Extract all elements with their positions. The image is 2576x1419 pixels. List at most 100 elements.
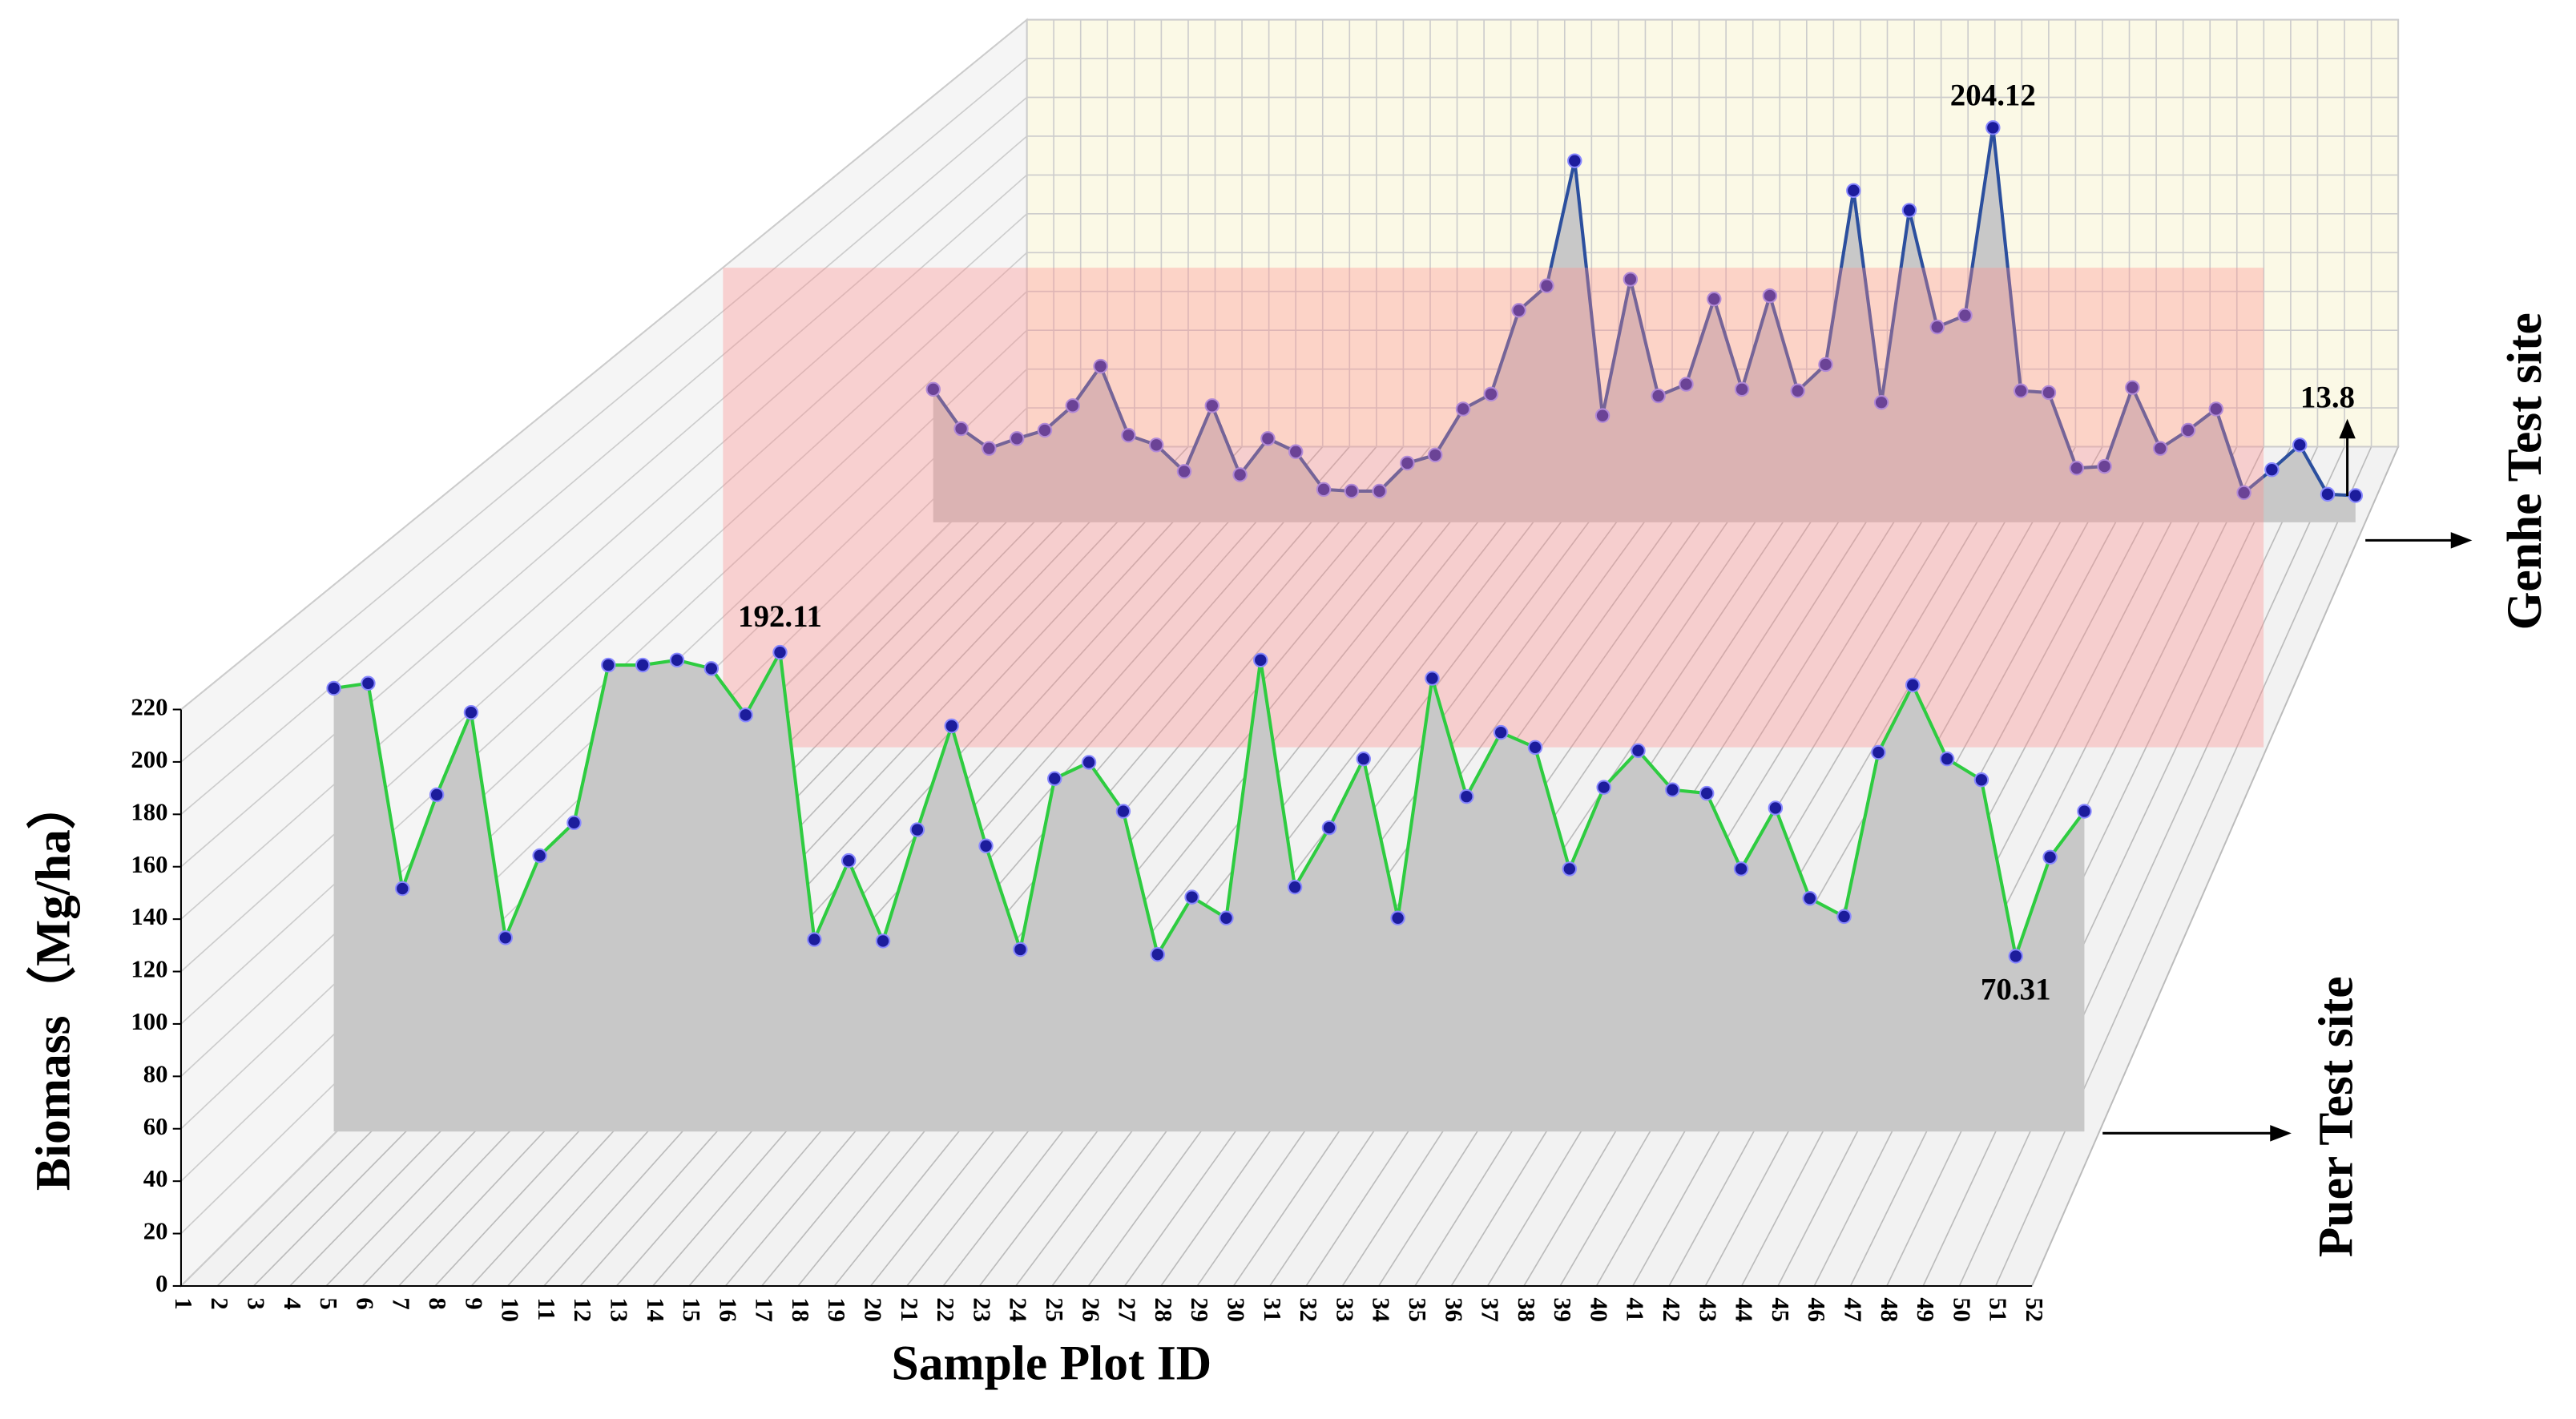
x-tick-label: 35	[1404, 1297, 1431, 1322]
marker	[1651, 388, 1666, 404]
x-tick-label: 30	[1222, 1297, 1249, 1322]
marker	[1115, 804, 1131, 819]
marker	[875, 933, 891, 949]
x-tick-label: 2	[206, 1297, 233, 1309]
marker	[2069, 461, 2084, 476]
y-tick-label: 120	[131, 956, 167, 983]
x-tick-label: 37	[1477, 1297, 1504, 1322]
marker	[1985, 120, 2001, 135]
floor-line	[652, 446, 1377, 1287]
y-tick-label: 100	[131, 1008, 167, 1035]
x-tick-label: 10	[497, 1297, 524, 1322]
marker	[1762, 288, 1778, 304]
floor-line	[1813, 446, 2238, 1287]
marker	[1037, 422, 1053, 438]
x-tick-label: 21	[896, 1297, 923, 1322]
x-tick-label: 15	[678, 1297, 705, 1322]
marker	[463, 704, 479, 720]
x-tick-label: 7	[388, 1297, 415, 1309]
marker	[953, 421, 969, 437]
marker	[1176, 464, 1192, 479]
floor-line	[470, 445, 1243, 1287]
marker	[1459, 788, 1474, 804]
x-tick-label: 31	[1259, 1297, 1286, 1322]
marker	[1733, 861, 1749, 877]
x-tick-label: 24	[1005, 1297, 1032, 1322]
x-tick-label: 32	[1295, 1297, 1322, 1322]
marker	[2041, 385, 2057, 401]
x-tick-label: 33	[1331, 1297, 1358, 1322]
arrow-head	[2450, 532, 2473, 549]
marker	[1768, 800, 1784, 816]
marker	[1400, 455, 1415, 471]
grid-line	[180, 213, 1028, 973]
marker	[669, 652, 685, 668]
marker	[1321, 820, 1337, 836]
marker	[326, 680, 341, 696]
x-tick-label: 52	[2021, 1297, 2048, 1322]
marker	[1081, 755, 1097, 770]
marker	[395, 881, 410, 897]
x-tick-label: 16	[714, 1297, 741, 1322]
marker	[2292, 437, 2308, 453]
x-tick-label: 3	[243, 1297, 270, 1309]
marker	[1455, 401, 1471, 417]
marker	[2320, 486, 2336, 502]
series-label: Genhe Test site	[2497, 312, 2552, 630]
marker	[2348, 488, 2364, 503]
floor-line	[1958, 446, 2345, 1287]
marker	[978, 838, 994, 854]
marker	[1260, 431, 1276, 446]
marker	[1846, 183, 1861, 199]
x-tick-label: 6	[351, 1297, 378, 1309]
marker	[1836, 909, 1852, 925]
marker	[2097, 458, 2112, 474]
x-tick-label: 22	[932, 1297, 959, 1322]
plot-area	[925, 120, 2364, 522]
marker	[1425, 671, 1440, 686]
marker	[703, 661, 720, 676]
floor-line	[1886, 446, 2292, 1287]
marker	[1567, 153, 1582, 168]
x-tick-label: 26	[1077, 1297, 1104, 1322]
x-tick-label: 18	[787, 1297, 814, 1322]
line	[333, 647, 2086, 963]
x-tick-label: 39	[1549, 1297, 1576, 1322]
x-tick-label: 23	[968, 1297, 995, 1322]
marker	[1204, 398, 1220, 413]
y-tick-label: 80	[143, 1060, 168, 1087]
floor-line	[1559, 446, 2050, 1287]
x-tick-label: 11	[533, 1297, 560, 1320]
x-tick-label: 49	[1912, 1297, 1939, 1322]
marker	[807, 932, 822, 947]
x-tick-label: 19	[823, 1297, 850, 1322]
marker	[1539, 278, 1554, 293]
grid-line	[180, 58, 1028, 763]
marker	[1390, 910, 1405, 925]
x-tick-label: 4	[279, 1297, 306, 1309]
marker	[1905, 677, 1921, 693]
marker	[1148, 437, 1164, 453]
marker	[1047, 771, 1062, 786]
marker	[1344, 483, 1360, 499]
marker	[566, 815, 582, 831]
marker	[361, 675, 376, 691]
y-tick-label: 60	[143, 1113, 168, 1140]
marker	[1790, 383, 1805, 398]
marker	[1121, 428, 1136, 443]
area	[333, 652, 2085, 1132]
marker	[2236, 485, 2251, 501]
marker	[429, 787, 445, 803]
y-tick-label: 140	[131, 903, 167, 930]
marker	[1596, 780, 1611, 795]
marker	[1873, 395, 1889, 410]
y-tick-label: 180	[131, 798, 167, 825]
marker	[772, 644, 788, 660]
x-axis-title: Sample Plot ID	[892, 1336, 1212, 1391]
marker	[532, 848, 547, 864]
marker	[1939, 751, 1955, 767]
marker	[2264, 462, 2280, 478]
data-label: 13.8	[2300, 381, 2355, 415]
marker	[1009, 431, 1025, 446]
